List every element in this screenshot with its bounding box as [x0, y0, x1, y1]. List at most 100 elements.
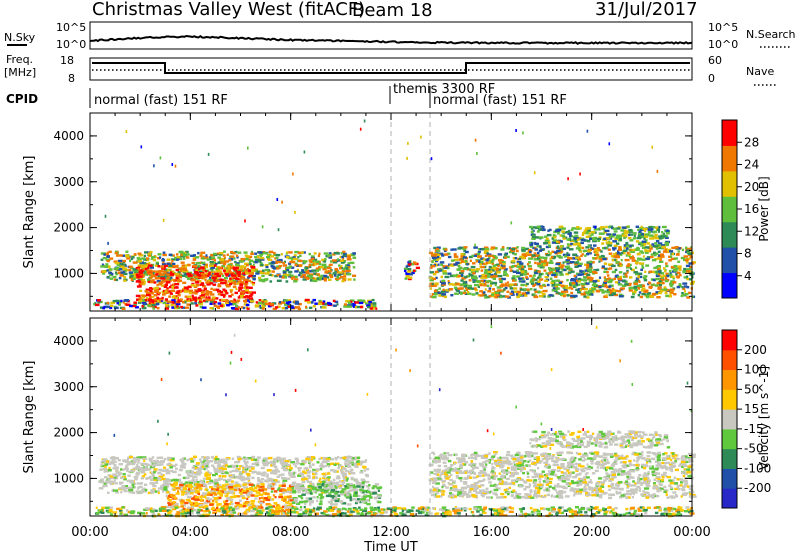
range-gate-cell — [533, 274, 536, 277]
range-gate-cell — [514, 283, 517, 286]
range-gate-cell — [140, 471, 144, 474]
range-gate-cell — [197, 288, 202, 291]
range-gate-cell — [362, 480, 366, 483]
range-gate-cell — [278, 487, 281, 490]
range-gate-cell — [252, 263, 255, 267]
range-gate-cell — [156, 463, 162, 467]
range-gate-cell — [538, 273, 541, 276]
range-gate-cell — [328, 252, 332, 255]
range-gate-cell — [273, 490, 278, 493]
range-gate-cell — [429, 271, 435, 274]
range-gate-cell — [669, 283, 674, 286]
range-gate-cell — [157, 291, 161, 295]
range-gate-cell — [657, 228, 661, 231]
range-gate-cell — [232, 267, 237, 270]
range-gate-cell — [235, 254, 239, 257]
range-gate-cell — [158, 456, 164, 459]
range-gate-cell — [308, 456, 313, 459]
range-gate-cell — [525, 247, 529, 251]
range-gate-cell — [336, 475, 341, 478]
range-gate-cell — [264, 457, 270, 460]
range-gate-cell — [149, 250, 153, 254]
range-gate-cell — [346, 483, 351, 486]
range-gate-cell — [174, 283, 180, 286]
range-gate-cell — [276, 504, 280, 507]
range-gate-cell — [547, 250, 550, 253]
range-gate-cell — [238, 289, 241, 292]
range-gate-cell — [368, 484, 371, 487]
range-gate-cell — [193, 475, 198, 479]
range-gate-cell — [669, 250, 674, 253]
range-gate-cell — [268, 477, 272, 481]
range-gate-cell — [680, 256, 686, 260]
range-gate-cell — [200, 296, 204, 299]
range-gate-cell — [598, 236, 602, 239]
range-gate-cell — [176, 258, 179, 261]
range-gate-cell — [629, 286, 635, 290]
range-gate-cell — [302, 260, 308, 263]
range-gate-cell — [96, 299, 101, 302]
range-gate-cell — [611, 270, 616, 274]
range-gate-cell — [591, 283, 597, 287]
range-gate-cell — [207, 273, 211, 276]
range-gate-cell — [327, 456, 331, 460]
range-gate-cell — [208, 271, 211, 274]
range-gate-cell — [251, 455, 256, 459]
range-gate-cell — [442, 265, 445, 268]
range-gate-cell — [170, 303, 174, 307]
range-gate-cell — [617, 281, 621, 285]
range-gate-cell — [181, 457, 185, 460]
range-gate-cell — [567, 232, 572, 235]
range-gate-cell — [522, 257, 526, 260]
range-gate-cell — [291, 266, 295, 269]
range-gate-cell — [294, 263, 298, 267]
range-gate-cell — [199, 479, 202, 482]
range-gate-cell — [145, 477, 149, 480]
range-gate-cell — [498, 295, 502, 299]
range-gate-cell — [551, 273, 557, 277]
range-gate-cell — [529, 288, 533, 291]
range-gate-cell — [332, 478, 336, 482]
range-gate-cell — [447, 272, 452, 275]
range-gate-cell — [180, 290, 183, 293]
range-gate-cell — [293, 254, 297, 257]
range-gate-cell — [179, 464, 185, 468]
range-gate-cell — [323, 475, 326, 478]
range-gate-cell — [541, 295, 546, 298]
range-gate-cell — [261, 509, 265, 512]
range-gate-cell — [533, 278, 538, 281]
range-gate-cell — [230, 464, 234, 468]
range-gate-cell — [239, 278, 242, 282]
range-gate-cell — [635, 277, 640, 280]
range-gate-cell — [335, 482, 339, 485]
range-gate-cell — [129, 488, 134, 492]
range-gate-cell — [110, 274, 113, 277]
range-gate-cell — [171, 306, 175, 309]
range-gate-cell — [574, 234, 579, 238]
range-gate-cell — [191, 480, 197, 484]
range-gate-cell — [234, 299, 237, 302]
range-gate-cell — [192, 297, 197, 300]
range-gate-cell — [202, 494, 205, 497]
range-gate-cell — [452, 274, 457, 277]
range-gate-cell — [247, 479, 251, 482]
range-gate-cell — [326, 472, 331, 475]
range-gate-cell — [340, 252, 343, 255]
range-gate-cell — [313, 272, 316, 275]
range-gate-cell — [588, 280, 594, 283]
range-gate-cell — [594, 253, 598, 256]
range-gate-cell — [441, 293, 447, 296]
range-gate-cell — [135, 471, 140, 475]
range-gate-cell — [217, 463, 221, 466]
range-gate-cell — [627, 253, 632, 256]
range-gate-cell — [665, 229, 669, 232]
range-gate-cell — [302, 278, 307, 281]
range-gate-cell — [115, 299, 120, 303]
range-gate-cell — [365, 468, 370, 471]
range-gate-cell — [678, 283, 682, 286]
range-gate-cell — [248, 286, 253, 289]
range-gate-cell — [151, 304, 156, 307]
range-gate-cell — [276, 488, 281, 491]
range-gate-cell — [665, 232, 670, 235]
range-gate-cell — [250, 458, 255, 461]
